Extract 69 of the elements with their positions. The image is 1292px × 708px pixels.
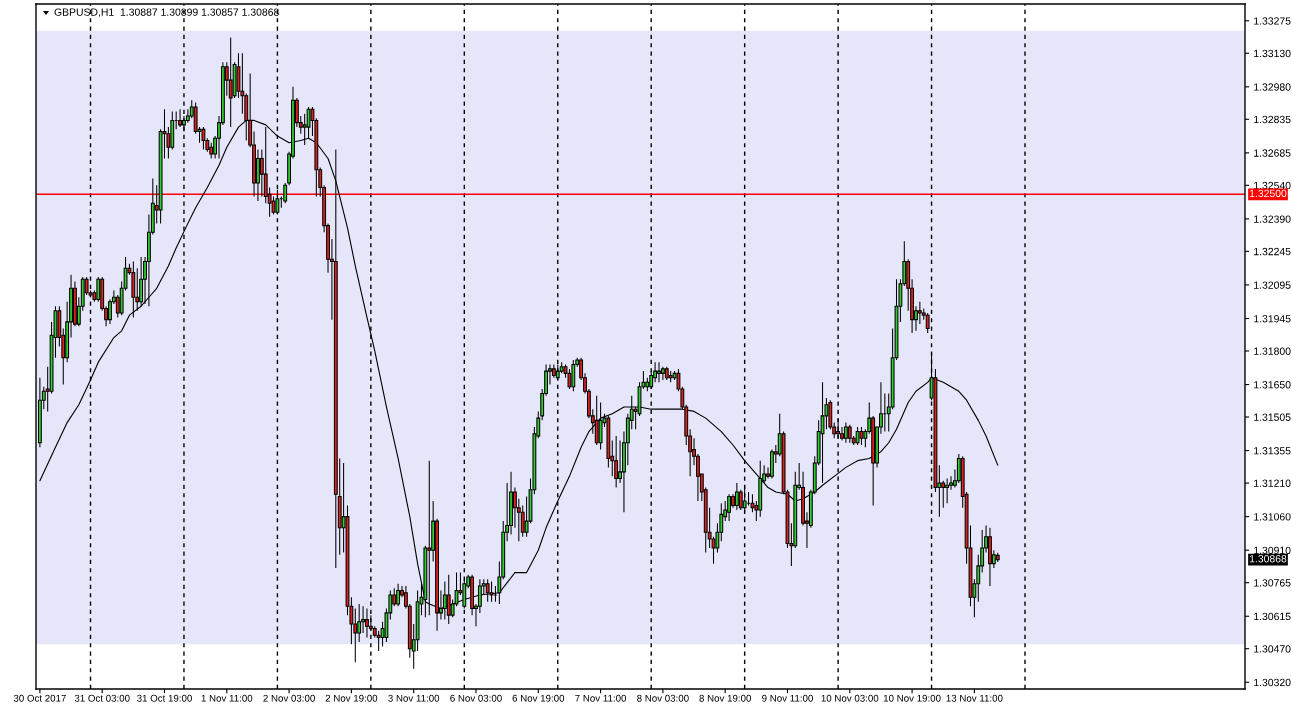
candlestick [855,426,860,446]
y-tick-label: 1.33275 [1254,17,1291,25]
candlestick [139,256,144,307]
y-tick-label: 1.30615 [1254,612,1291,621]
candlestick [333,148,338,569]
y-tick-label: 1.32095 [1254,281,1291,289]
candlestick [988,527,992,587]
x-tick-label: 30 Oct 2017 [13,694,66,702]
y-tick-label: 1.30470 [1254,645,1291,653]
y-tick-label: 1.31505 [1254,413,1291,421]
candlestick [843,422,848,444]
candlestick [228,37,233,128]
y-tick-label: 1.32540 [1254,181,1291,190]
x-tick-label: 3 Nov 11:00 [388,694,440,702]
candlestick [485,578,490,603]
ref-line-label: 1.32500 [1249,189,1287,198]
x-tick-label: 13 Nov 11:00 [946,694,1003,702]
y-tick-label: 1.32390 [1254,215,1291,223]
candlestick [945,478,950,504]
candlestick [664,366,669,381]
candlestick [396,583,401,607]
y-tick-label: 1.32835 [1254,115,1291,124]
candlestick [758,460,763,518]
candlestick [668,370,673,383]
candlestick [131,260,136,318]
candlestick [365,607,369,639]
candlestick [660,366,665,381]
chart-title: GBPUSD,H1 1.30887 1.30899 1.30857 1.30868 [54,8,279,18]
candlestick [178,108,182,128]
candlestick [769,448,774,480]
y-tick-label: 1.32685 [1254,149,1291,157]
x-tick-label: 1 Nov 11:00 [201,694,253,702]
x-tick-label: 6 Nov 03:00 [450,694,502,702]
candlestick [859,426,864,446]
y-tick-label: 1.30910 [1254,546,1291,555]
x-tick-label: 10 Nov 19:00 [883,694,941,702]
y-tick-label: 1.31945 [1254,315,1291,323]
x-tick-label: 7 Nov 11:00 [575,694,627,702]
x-tick-label: 31 Oct 03:00 [74,694,130,702]
candlestick [727,493,731,522]
candlestick [489,581,494,603]
candlestick [847,424,852,444]
y-tick-label: 1.32245 [1254,247,1291,256]
x-tick-label: 31 Oct 19:00 [137,694,192,702]
candlestick [571,359,576,392]
y-tick-label: 1.31210 [1254,479,1291,487]
x-tick-label: 2 Nov 19:00 [325,694,378,702]
x-tick-label: 8 Nov 03:00 [637,694,689,702]
x-tick-label: 2 Nov 03:00 [263,694,315,702]
candlestick [657,361,661,383]
candlestick [594,395,599,446]
candlestick [201,126,206,151]
y-tick-label: 1.32980 [1254,83,1291,91]
y-tick-label: 1.31650 [1254,381,1291,389]
x-tick-label: 6 Nov 19:00 [512,694,565,702]
candlestick [446,574,451,625]
y-tick-label: 1.31355 [1254,447,1291,455]
candlestick [820,381,825,484]
y-tick-label: 1.31060 [1254,513,1291,521]
y-tick-label: 1.31800 [1254,347,1291,355]
x-tick-label: 10 Nov 03:00 [821,694,879,702]
candlestick [614,435,619,489]
text: 1.30868 [1249,555,1287,563]
x-tick-label: 8 Nov 19:00 [699,694,752,702]
y-tick-label: 1.30320 [1254,678,1291,687]
y-tick-label: 1.30765 [1254,579,1291,587]
y-tick-label: 1.33130 [1254,49,1291,58]
x-tick-label: 9 Nov 11:00 [762,694,813,702]
candlestick [734,482,739,511]
